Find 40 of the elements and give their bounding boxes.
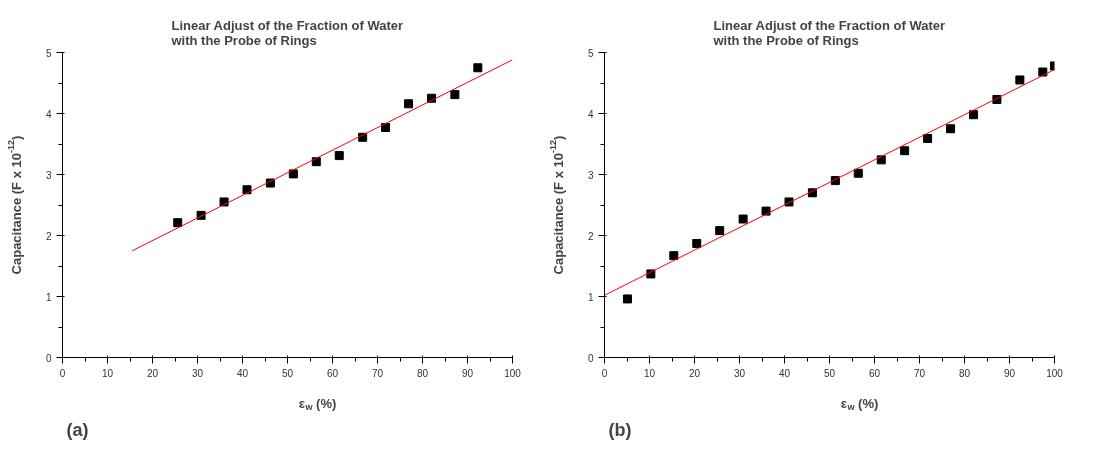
y-tick-label: 5 [45, 47, 52, 59]
y-tick-label: 1 [587, 291, 594, 303]
y-tick-label: 2 [45, 230, 52, 242]
chart-title: Linear Adjust of the Fraction of Water with the Probe of Rings [170, 17, 404, 48]
x-tick-label: 30 [733, 367, 746, 379]
y-tick-label: 0 [587, 352, 594, 364]
x-tick-label: 70 [913, 367, 926, 379]
x-tick-label: 60 [868, 367, 881, 379]
x-tick-label: 50 [823, 367, 836, 379]
x-tick-label: 0 [601, 367, 608, 379]
y-tick-label: 2 [587, 230, 594, 242]
text: (b) [608, 419, 632, 440]
y-tick-label: 4 [45, 108, 52, 120]
y-tick-label: 0 [45, 352, 52, 364]
x-tick-label: 30 [191, 367, 204, 379]
x-tick-label: 20 [146, 367, 159, 379]
chart-title: Linear Adjust of the Fraction of Water with the Probe of Rings [712, 17, 946, 48]
y-tick-label: 5 [587, 47, 594, 59]
x-tick-label: 60 [326, 367, 339, 379]
y-tick-label: 3 [587, 169, 594, 181]
x-tick-label: 90 [461, 367, 474, 379]
x-tick-label: 100 [504, 367, 522, 379]
x-tick-label: 100 [1046, 367, 1064, 379]
x-tick-label: 40 [778, 367, 791, 379]
x-tick-label: 10 [101, 367, 114, 379]
y-tick-label: 4 [587, 108, 594, 120]
x-tick-label: 90 [1003, 367, 1016, 379]
text: (a) [66, 419, 89, 440]
x-tick-label: 0 [59, 367, 66, 379]
x-tick-label: 40 [236, 367, 249, 379]
x-tick-label: 10 [643, 367, 656, 379]
y-tick-label: 3 [45, 169, 52, 181]
y-tick-label: 1 [45, 291, 52, 303]
x-tick-label: 20 [688, 367, 701, 379]
x-tick-label: 70 [371, 367, 384, 379]
x-tick-label: 80 [416, 367, 429, 379]
x-tick-label: 50 [281, 367, 294, 379]
x-tick-label: 80 [958, 367, 971, 379]
y-axis-title: Capacitance (F x 10-12) [5, 135, 24, 275]
y-axis-title: Capacitance (F x 10-12) [547, 135, 566, 275]
